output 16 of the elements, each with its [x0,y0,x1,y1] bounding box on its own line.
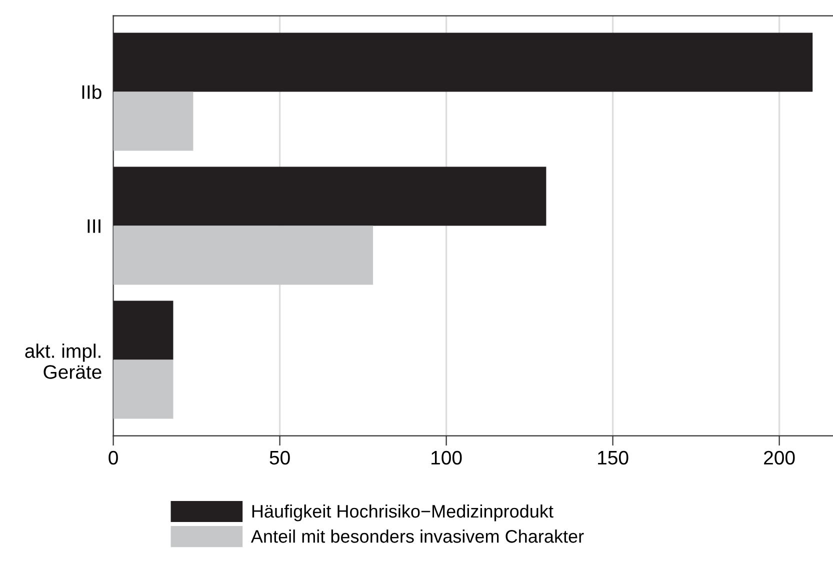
y-tick-label: IIb [82,84,102,99]
bar [113,360,174,419]
bar [113,92,194,151]
bar [113,32,813,92]
x-tick-label: 50 [270,450,290,465]
bar [113,166,546,226]
y-tick-label: III [88,219,100,233]
x-tick-label: 0 [108,450,118,465]
x-tick-label: 200 [764,450,795,465]
x-tick-label: 150 [598,450,628,465]
x-tick-label: 100 [432,450,462,465]
legend-label: Häufigkeit Hochrisiko−Medizinprodukt [252,504,554,522]
bar [113,226,374,285]
legend-label: Anteil mit besonders invasivem Charakter [250,530,584,543]
bar [113,300,174,360]
y-tick-label: akt. impl. Geräte [25,344,102,379]
